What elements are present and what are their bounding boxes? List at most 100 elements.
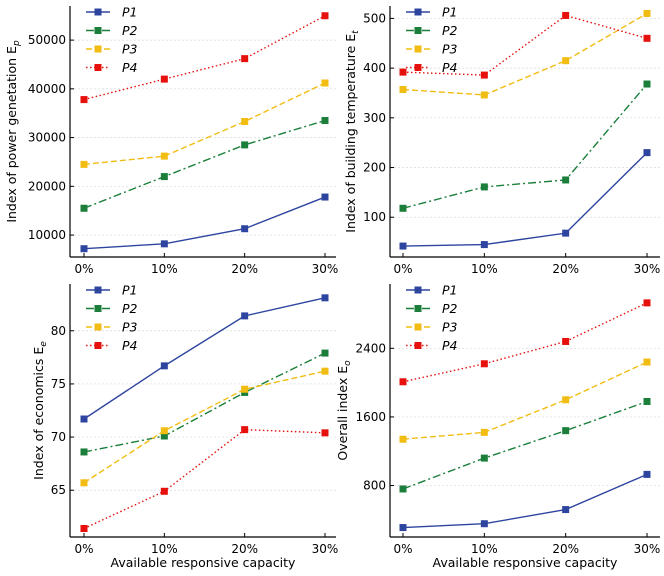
x-tick-label: 0% <box>393 262 412 276</box>
data-point-p2 <box>321 349 329 357</box>
y-tick-label: 400 <box>363 61 386 75</box>
legend: P1 P2 P3 P4 <box>406 5 458 75</box>
y-tick-label: 80 <box>51 324 66 338</box>
data-point-p1 <box>562 506 570 514</box>
data-point-p4 <box>241 426 249 434</box>
data-point-p3 <box>562 396 570 404</box>
legend-label-p4: P4 <box>442 338 458 353</box>
x-tick-label: 0% <box>74 262 93 276</box>
series-line-p2 <box>402 83 648 209</box>
series-line-p4 <box>83 428 326 530</box>
series-line-p4 <box>402 14 648 76</box>
y-tick-label: 40000 <box>28 82 66 96</box>
y-axis-label-subscript: o <box>343 360 353 366</box>
legend-label-p4: P4 <box>122 60 138 75</box>
series-line-p3 <box>83 82 326 166</box>
data-point-p4 <box>160 75 168 83</box>
data-point-p3 <box>399 86 407 94</box>
y-tick-label: 100 <box>363 210 386 224</box>
x-tick-label: 10% <box>151 262 178 276</box>
data-point-p2 <box>80 448 88 456</box>
data-point-p3 <box>241 385 249 393</box>
x-tick-label: 0% <box>393 542 412 556</box>
y-tick-label: 2400 <box>355 341 386 355</box>
y-axis-label: Overall index Eo <box>335 360 353 461</box>
legend: P1 P2 P3 P4 <box>86 283 138 353</box>
y-tick-label: 200 <box>363 161 386 175</box>
y-axis-label-main: Index of building temperature E <box>343 34 358 233</box>
y-axis-label-main: Overall index E <box>335 366 350 461</box>
y-axis-label-main: Index of power genetation E <box>4 46 19 223</box>
y-tick-label: 65 <box>51 483 66 497</box>
data-point-p1 <box>480 241 488 249</box>
legend-marker-p4 <box>94 342 102 349</box>
data-point-p2 <box>321 117 329 125</box>
y-axis-label: Index of building temperature Et <box>343 30 361 233</box>
data-point-p3 <box>321 367 329 375</box>
legend-marker-p1 <box>94 286 102 294</box>
series-line-p2 <box>83 119 326 209</box>
y-axis-label: Index of economics Ee <box>31 341 49 480</box>
data-point-p1 <box>321 294 329 302</box>
data-point-p3 <box>480 428 488 436</box>
legend-label-p1: P1 <box>122 5 138 20</box>
data-point-p1 <box>80 415 88 423</box>
legend-marker-p3 <box>94 323 102 331</box>
legend-marker-p4 <box>414 64 422 71</box>
x-tick-label: 20% <box>552 542 579 556</box>
x-tick-label: 10% <box>471 542 498 556</box>
data-point-p3 <box>160 427 168 435</box>
y-axis-label-subscript: e <box>39 341 49 347</box>
legend-label-p1: P1 <box>122 283 138 298</box>
data-point-p2 <box>643 80 651 88</box>
data-point-p2 <box>399 485 407 493</box>
chart-panel-3: 65 70 75 80 0% 10% 20% 30% Index of economics Ee… <box>31 283 338 571</box>
data-point-p1 <box>399 242 407 250</box>
series-line-p4 <box>83 15 326 101</box>
chart-panel-2: 100 200 300 400 500 0% 10% 20% 30% Index of build… <box>343 5 660 277</box>
data-point-p1 <box>399 524 407 532</box>
x-tick-label: 30% <box>312 542 339 556</box>
legend-marker-p1 <box>414 286 422 294</box>
y-tick-label: 10000 <box>28 228 66 242</box>
x-tick-label: 30% <box>634 262 661 276</box>
x-tick-label: 10% <box>471 262 498 276</box>
data-point-p3 <box>643 9 651 17</box>
data-point-p4 <box>160 487 168 495</box>
legend-marker-p3 <box>414 45 422 53</box>
legend-label-p4: P4 <box>442 60 458 75</box>
data-point-p3 <box>80 160 88 168</box>
y-tick-label: 75 <box>51 377 66 391</box>
data-point-p1 <box>241 312 249 320</box>
data-point-p4 <box>480 360 488 368</box>
series-line-p1 <box>402 152 648 247</box>
data-point-p4 <box>80 524 88 532</box>
data-point-p2 <box>160 173 168 181</box>
data-point-p1 <box>241 225 249 233</box>
legend-label-p2: P2 <box>122 23 138 38</box>
data-point-p1 <box>80 245 88 253</box>
data-point-p3 <box>160 152 168 160</box>
data-point-p1 <box>643 149 651 157</box>
data-point-p2 <box>241 141 249 149</box>
data-point-p2 <box>480 454 488 462</box>
data-point-p4 <box>643 299 651 307</box>
data-point-p1 <box>480 520 488 528</box>
x-axis-label: Available responsive capacity <box>111 555 297 570</box>
legend-marker-p2 <box>94 27 102 34</box>
series-line-p1 <box>83 297 326 420</box>
data-point-p1 <box>643 470 651 478</box>
y-tick-label: 30000 <box>28 131 66 145</box>
legend-label-p3: P3 <box>122 42 138 57</box>
data-point-p3 <box>643 358 651 366</box>
y-tick-label: 1600 <box>355 410 386 424</box>
legend-label-p4: P4 <box>122 338 138 353</box>
data-point-p2 <box>160 432 168 440</box>
data-point-p2 <box>480 183 488 191</box>
legend-label-p3: P3 <box>442 42 458 57</box>
legend-label-p1: P1 <box>442 5 458 20</box>
series-line-p1 <box>83 196 326 250</box>
data-point-p3 <box>480 91 488 99</box>
series-line-p1 <box>402 473 648 529</box>
